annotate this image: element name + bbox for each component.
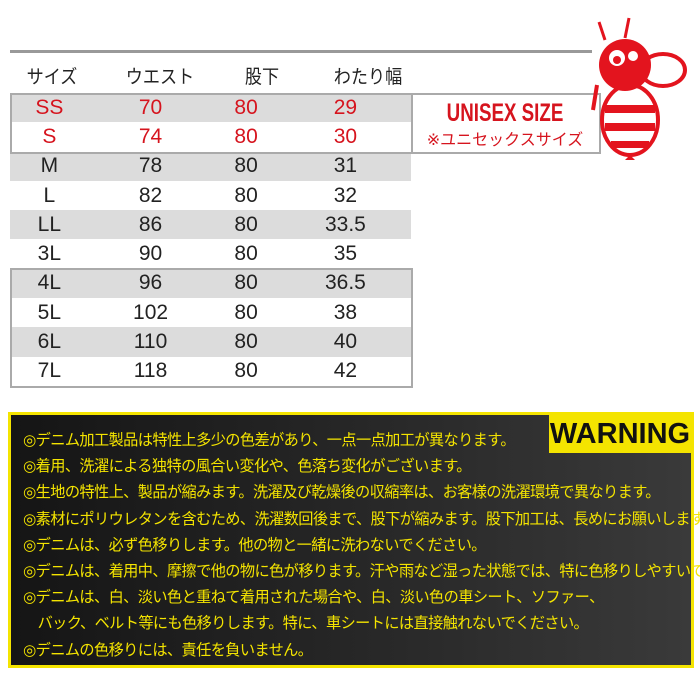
waist-cell: 102 — [133, 300, 169, 324]
size-cell: 4L — [37, 271, 62, 295]
size-cell: LL — [37, 212, 62, 236]
divider — [10, 50, 592, 53]
thigh-cell: 40 — [333, 330, 358, 354]
warning-line: バック、ベルト等にも色移りします。特に、車シートには直接触れないでください。 — [23, 614, 589, 633]
size-cell: 3L — [37, 242, 62, 266]
warning-line: ◎デニムは、白、淡い色と重ねて着用された場合や、白、淡い色の車シート、ソファー、 — [23, 588, 604, 607]
waist-cell: 78 — [138, 154, 163, 178]
warning-lines: ◎デニム加工製品は特性上多少の色差があり、一点一点加工が異なります。 ◎着用、洗濯… — [23, 427, 700, 663]
thigh-cell: 38 — [333, 300, 358, 324]
thigh-cell: 31 — [333, 154, 358, 178]
table-row: L 82 80 32 — [10, 181, 411, 210]
warning-line: ◎デニムは、必ず色移りします。他の物と一緒に洗わないでください。 — [23, 535, 486, 554]
table-row: 6L 110 80 40 — [10, 327, 411, 357]
header-waist: ウエスト — [125, 66, 195, 88]
table-row: 3L 90 80 35 — [10, 239, 411, 268]
waist-cell: 90 — [138, 242, 163, 266]
size-cell: SS — [35, 95, 64, 119]
inseam-cell: 80 — [234, 300, 258, 324]
table-row: S 74 80 30 — [10, 122, 411, 151]
size-cell: M — [40, 154, 59, 178]
waist-cell: 110 — [133, 330, 168, 354]
thigh-cell: 33.5 — [324, 212, 366, 236]
inseam-cell: 80 — [234, 183, 258, 207]
warning-label: WARNING — [549, 415, 691, 453]
inseam-cell: 80 — [234, 124, 258, 148]
waist-cell: 74 — [138, 124, 163, 148]
size-cell: L — [43, 183, 56, 207]
inseam-cell: 80 — [234, 95, 258, 119]
thigh-cell: 42 — [333, 359, 358, 383]
thigh-cell: 36.5 — [324, 271, 366, 295]
table-row: SS 70 80 29 — [10, 93, 411, 123]
thigh-cell: 29 — [333, 95, 358, 119]
header-inseam: 股下 — [244, 66, 280, 88]
inseam-cell: 80 — [234, 212, 258, 236]
thigh-cell: 32 — [333, 183, 358, 207]
header-thigh: わたり幅 — [333, 66, 403, 88]
inseam-cell: 80 — [234, 330, 258, 354]
size-cell: 5L — [37, 300, 62, 324]
inseam-cell: 80 — [234, 271, 258, 295]
thigh-cell: 30 — [333, 124, 358, 148]
warning-line: ◎生地の特性上、製品が縮みます。洗濯及び乾燥後の収縮率は、お客様の洗濯環境で異な… — [23, 483, 660, 502]
bee-mascot-icon — [591, 17, 687, 160]
unisex-group-border — [10, 93, 413, 154]
size-cell: S — [42, 124, 57, 148]
size-cell: 6L — [37, 330, 62, 354]
warning-line: ◎デニムの色移りには、責任を負いません。 — [23, 640, 313, 659]
warning-panel: WARNING ◎デニム加工製品は特性上多少の色差があり、一点一点加工が異なりま… — [8, 412, 700, 668]
header-size: サイズ — [26, 66, 78, 88]
warning-line: ◎素材にポリウレタンを含むため、洗濯数回後まで、股下が縮みます。股下加工は、長め… — [23, 509, 700, 528]
inseam-cell: 80 — [234, 154, 258, 178]
warning-line: ◎着用、洗濯による独特の風合い変化や、色落ち変化がございます。 — [23, 457, 471, 476]
size-cell: 7L — [37, 359, 62, 383]
table-row: LL 86 80 33.5 — [10, 210, 411, 240]
large-size-group-border — [10, 268, 413, 388]
table-row: 4L 96 80 36.5 — [10, 268, 411, 299]
warning-line: ◎デニム加工製品は特性上多少の色差があり、一点一点加工が異なります。 — [23, 431, 516, 449]
table-row: 5L 102 80 38 — [10, 298, 411, 327]
thigh-cell: 35 — [333, 242, 358, 266]
waist-cell: 82 — [138, 183, 163, 207]
unisex-subtitle: ※ユニセックスサイズ — [426, 130, 584, 149]
unisex-title: UNISEX SIZE — [446, 99, 564, 127]
table-row: M 78 80 31 — [10, 151, 411, 181]
size-table: SS 70 80 29 S 74 80 30 M 78 80 31 L 82 80 32 LL 86 80 33.5 3… — [10, 93, 411, 386]
inseam-cell: 80 — [234, 242, 258, 266]
inseam-cell: 80 — [234, 359, 258, 383]
waist-cell: 86 — [138, 212, 163, 236]
waist-cell: 118 — [133, 359, 168, 383]
unisex-size-box: UNISEX SIZE ※ユニセックスサイズ — [411, 93, 601, 154]
waist-cell: 70 — [138, 95, 163, 119]
table-row: 7L 118 80 42 — [10, 357, 411, 386]
warning-line: ◎デニムは、着用中、摩擦で他の物に色が移ります。汗や雨など湿った状態では、特に色… — [23, 561, 700, 580]
waist-cell: 96 — [138, 271, 163, 295]
